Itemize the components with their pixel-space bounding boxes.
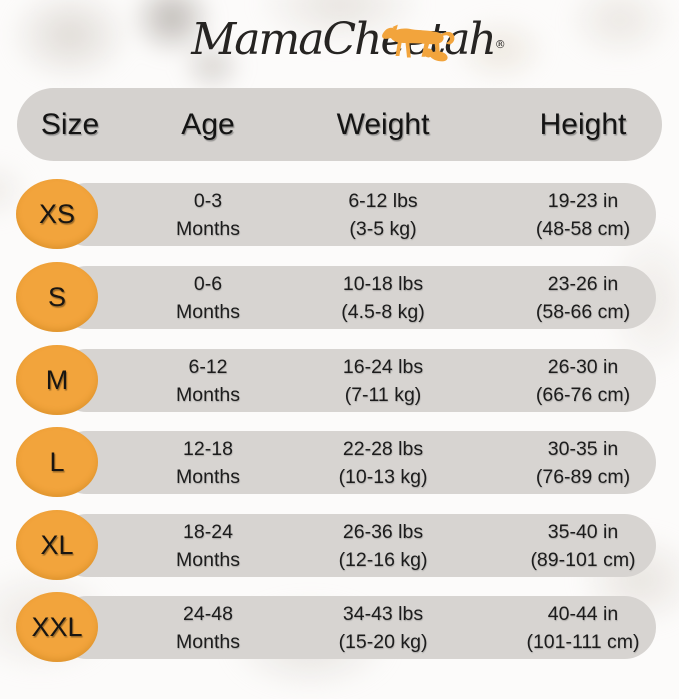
age-range: 24-48 xyxy=(183,602,233,625)
height-cm: (66-76 cm) xyxy=(535,383,631,406)
weight-lbs: 10-18 lbs xyxy=(342,272,424,295)
age-cell: 0-6 Months xyxy=(176,270,240,326)
weight-cell: 10-18 lbs (4.5-8 kg) xyxy=(341,270,424,326)
height-in: 23-26 in xyxy=(547,272,619,295)
size-badge: XXL xyxy=(16,592,98,662)
age-unit: Months xyxy=(176,465,240,488)
size-badge: XS xyxy=(16,179,98,249)
height-in: 40-44 in xyxy=(547,602,619,625)
brand-logo: MamaCheetah® xyxy=(0,8,679,86)
weight-kg: (15-20 kg) xyxy=(338,630,428,653)
weight-kg: (4.5-8 kg) xyxy=(341,300,425,323)
height-cm: (76-89 cm) xyxy=(535,465,631,488)
height-in: 30-35 in xyxy=(547,437,619,460)
header-size: Size xyxy=(40,107,100,141)
age-unit: Months xyxy=(176,548,240,571)
weight-cell: 34-43 lbs (15-20 kg) xyxy=(339,600,428,656)
table-row: 0-3 Months 6-12 lbs (3-5 kg) 19-23 in (48-5… xyxy=(0,179,679,249)
height-cell: 26-30 in (66-76 cm) xyxy=(536,353,630,409)
table-row: 6-12 Months 16-24 lbs (7-11 kg) 26-30 in (6… xyxy=(0,345,679,415)
age-range: 12-18 xyxy=(183,437,233,460)
height-cm: (89-101 cm) xyxy=(530,548,636,571)
weight-kg: (3-5 kg) xyxy=(349,217,417,240)
height-in: 26-30 in xyxy=(547,355,619,378)
weight-lbs: 6-12 lbs xyxy=(348,189,418,212)
height-cell: 19-23 in (48-58 cm) xyxy=(536,187,630,243)
age-cell: 12-18 Months xyxy=(176,435,240,491)
age-range: 0-6 xyxy=(193,272,223,295)
height-in: 19-23 in xyxy=(547,189,619,212)
height-cell: 35-40 in (89-101 cm) xyxy=(530,518,635,574)
height-cell: 40-44 in (101-111 cm) xyxy=(526,600,639,656)
size-badge: L xyxy=(16,427,98,497)
age-cell: 24-48 Months xyxy=(176,600,240,656)
age-range: 0-3 xyxy=(193,189,223,212)
header-weight: Weight xyxy=(336,107,430,141)
weight-cell: 16-24 lbs (7-11 kg) xyxy=(343,353,423,409)
weight-kg: (10-13 kg) xyxy=(338,465,428,488)
row-bar: 24-48 Months 34-43 lbs (15-20 kg) 40-44 in… xyxy=(55,596,656,659)
row-bar: 12-18 Months 22-28 lbs (10-13 kg) 30-35 in… xyxy=(55,431,656,494)
weight-lbs: 26-36 lbs xyxy=(342,520,424,543)
table-row: 18-24 Months 26-36 lbs (12-16 kg) 35-40 in… xyxy=(0,510,679,580)
table-header-row: Size Age Weight Height xyxy=(17,88,662,161)
row-bar: 6-12 Months 16-24 lbs (7-11 kg) 26-30 in (6… xyxy=(55,349,656,412)
table-row: 24-48 Months 34-43 lbs (15-20 kg) 40-44 in… xyxy=(0,592,679,662)
cheetah-and-cub-icon xyxy=(381,24,454,62)
age-unit: Months xyxy=(176,383,240,406)
row-bar: 0-3 Months 6-12 lbs (3-5 kg) 19-23 in (48-5… xyxy=(55,183,656,246)
size-badge: M xyxy=(16,345,98,415)
header-age: Age xyxy=(181,107,235,141)
weight-lbs: 16-24 lbs xyxy=(342,355,424,378)
row-bar: 0-6 Months 10-18 lbs (4.5-8 kg) 23-26 in (5… xyxy=(55,266,656,329)
height-in: 35-40 in xyxy=(547,520,619,543)
size-badge: S xyxy=(16,262,98,332)
height-cm: (58-66 cm) xyxy=(535,300,631,323)
age-unit: Months xyxy=(176,217,240,240)
registered-trademark: ® xyxy=(494,38,506,51)
height-cell: 23-26 in (58-66 cm) xyxy=(536,270,630,326)
weight-lbs: 34-43 lbs xyxy=(342,602,424,625)
weight-cell: 6-12 lbs (3-5 kg) xyxy=(348,187,417,243)
age-range: 6-12 xyxy=(188,355,228,378)
weight-kg: (12-16 kg) xyxy=(338,548,428,571)
row-bar: 18-24 Months 26-36 lbs (12-16 kg) 35-40 in… xyxy=(55,514,656,577)
age-unit: Months xyxy=(176,630,240,653)
age-cell: 0-3 Months xyxy=(176,187,240,243)
height-cell: 30-35 in (76-89 cm) xyxy=(536,435,630,491)
age-cell: 6-12 Months xyxy=(176,353,240,409)
age-cell: 18-24 Months xyxy=(176,518,240,574)
size-badge: XL xyxy=(16,510,98,580)
weight-lbs: 22-28 lbs xyxy=(342,437,424,460)
age-unit: Months xyxy=(176,300,240,323)
weight-kg: (7-11 kg) xyxy=(344,383,422,406)
header-height: Height xyxy=(539,107,627,141)
table-row: 12-18 Months 22-28 lbs (10-13 kg) 30-35 in… xyxy=(0,427,679,497)
table-row: 0-6 Months 10-18 lbs (4.5-8 kg) 23-26 in (5… xyxy=(0,262,679,332)
height-cm: (48-58 cm) xyxy=(535,217,631,240)
age-range: 18-24 xyxy=(183,520,233,543)
weight-cell: 22-28 lbs (10-13 kg) xyxy=(339,435,428,491)
height-cm: (101-111 cm) xyxy=(526,630,640,653)
weight-cell: 26-36 lbs (12-16 kg) xyxy=(339,518,428,574)
